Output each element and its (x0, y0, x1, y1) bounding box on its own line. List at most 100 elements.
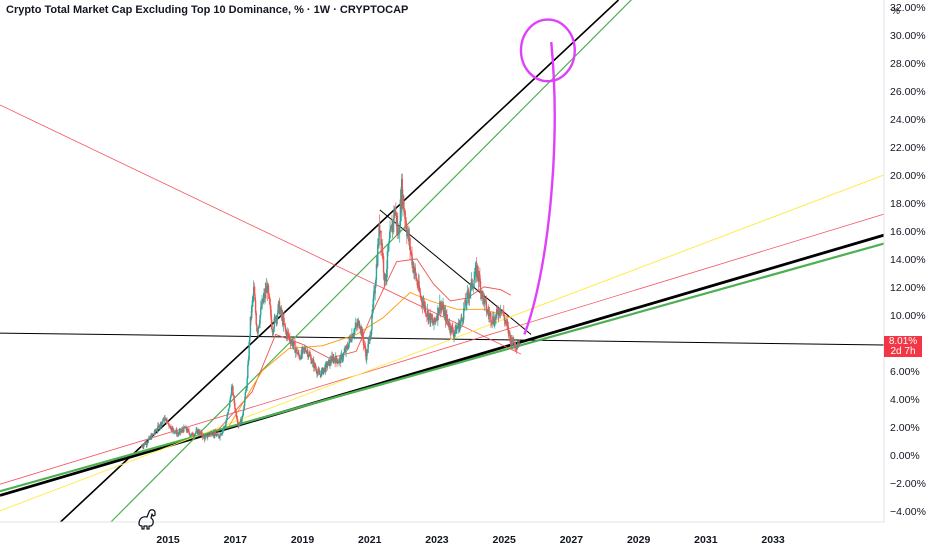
candle-body-572 (510, 337, 513, 346)
candle-body-462 (439, 301, 442, 310)
candle-body-50 (173, 430, 175, 433)
candle-body-19 (153, 433, 155, 435)
candle-body-463 (440, 305, 442, 310)
candle-body-200 (270, 309, 272, 320)
candle-body-73 (188, 430, 190, 433)
y-tick-label: 30.00% (890, 30, 926, 42)
candle-body-560 (503, 311, 505, 317)
candle-body-515 (474, 276, 476, 280)
candle-body-257 (307, 351, 309, 358)
trendline-1 (0, 233, 885, 497)
candles-layer (141, 173, 521, 450)
candle-body-430 (419, 289, 421, 293)
time-axis[interactable]: 2015 2017 2019 2021 2023 2025 2027 2029 2031 2033 (156, 534, 785, 546)
candle-body-292 (329, 359, 332, 363)
candle-body-204 (272, 328, 275, 332)
candle-body-344 (363, 345, 365, 346)
candle-body-234 (292, 344, 294, 347)
candle-body-530 (483, 298, 486, 305)
candle-body-101 (206, 434, 208, 438)
candle-body-18 (152, 433, 155, 435)
candle-body-567 (507, 326, 510, 334)
candle-body-275 (318, 372, 321, 375)
annotation-layer (519, 18, 576, 335)
candle-body-408 (404, 218, 407, 221)
candle-body-425 (415, 278, 418, 280)
y-tick-label: 6.00% (890, 366, 920, 378)
candle-body-565 (506, 321, 508, 325)
candle-body-407 (404, 211, 406, 219)
candle-body-240 (296, 348, 298, 355)
candle-body-524 (479, 281, 482, 294)
y-tick-label: 26.00% (890, 86, 926, 98)
candle-body-533 (485, 300, 488, 312)
candle-body-243 (298, 352, 300, 356)
candle-body-381 (387, 250, 389, 252)
candle-body-332 (355, 323, 358, 325)
candle-body-385 (389, 228, 392, 230)
candle-body-134 (227, 409, 230, 413)
y-tick-label: 24.00% (890, 114, 926, 126)
candle-body-197 (268, 293, 270, 298)
candle-body-433 (421, 297, 423, 303)
candle-body-328 (353, 333, 355, 335)
candle-body-511 (471, 279, 473, 288)
candle-body-138 (230, 395, 232, 398)
candle-body-183 (259, 315, 261, 324)
candle-body-368 (378, 224, 381, 232)
candle-body-418 (411, 253, 413, 265)
candle-body-149 (237, 422, 239, 425)
candle-body-98 (204, 436, 206, 440)
candle-body-176 (254, 300, 257, 313)
candle-body-493 (459, 322, 462, 325)
candle-body-327 (352, 334, 354, 337)
candle-body-228 (288, 336, 290, 338)
candle-body-211 (277, 304, 279, 314)
candle-body-359 (373, 290, 375, 299)
candle-body-119 (218, 435, 220, 438)
candle-body-41 (167, 422, 170, 424)
candle-body-324 (350, 341, 352, 343)
candle-body-424 (415, 272, 417, 279)
candle-body-373 (382, 255, 384, 257)
candle-body-124 (221, 432, 223, 434)
candle-body-180 (257, 327, 259, 334)
candle-body-7 (145, 442, 148, 445)
candle-body-528 (482, 291, 484, 296)
candle-body-569 (508, 330, 511, 336)
candle-body-258 (307, 356, 310, 358)
candle-body-164 (247, 364, 249, 379)
candle-body-305 (338, 359, 340, 363)
candle-body-161 (245, 389, 247, 393)
candle-body-494 (460, 317, 462, 323)
candle-body-321 (348, 338, 351, 344)
candle-body-281 (322, 369, 325, 374)
annotation-arrow (523, 41, 556, 335)
candle-body-54 (176, 430, 178, 435)
price-axis[interactable]: 32.00% 30.00% 28.00% 26.00% 24.00% 22.00% 20.0… (890, 2, 926, 518)
candle-body-538 (488, 313, 491, 316)
candle-body-474 (447, 321, 449, 326)
y-tick-label: −2.00% (890, 478, 926, 490)
candle-body-31 (161, 422, 163, 426)
y-tick-label: 18.00% (890, 198, 926, 210)
candle-body-79 (192, 432, 194, 436)
candle-body-260 (309, 354, 311, 356)
x-tick-label: 2029 (627, 534, 651, 546)
x-tick-label: 2025 (493, 534, 517, 546)
candle-body-423 (414, 267, 416, 273)
candle-body-108 (210, 432, 213, 435)
x-tick-label: 2015 (156, 534, 180, 546)
candle-body-61 (180, 430, 182, 433)
candle-body-472 (446, 314, 448, 320)
candle-body-171 (251, 300, 254, 307)
candle-body-172 (252, 296, 254, 301)
trendline-0 (59, 0, 620, 523)
candle-body-532 (484, 299, 487, 301)
candle-body-440 (425, 314, 427, 315)
candle-body-125 (221, 430, 224, 433)
candle-body-298 (333, 358, 336, 361)
